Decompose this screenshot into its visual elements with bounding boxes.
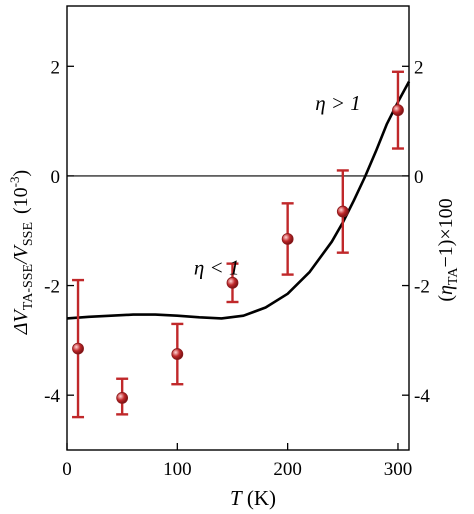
y2-axis-rest: −1)×100	[435, 198, 457, 267]
data-point-6	[391, 70, 404, 150]
data-point-3	[226, 262, 239, 304]
x-tick-label-2: 200	[273, 459, 302, 480]
y2-axis-open: (	[435, 295, 457, 302]
y-axis-v1: V	[10, 307, 32, 322]
annotation-eta-greater: η > 1	[315, 91, 361, 115]
data-point-5	[336, 169, 349, 254]
marker-4	[281, 233, 294, 245]
model-curve-layer	[66, 80, 411, 320]
y2-tick-label-3: 2	[414, 57, 424, 78]
marker-3	[226, 276, 239, 289]
marker-5	[336, 205, 349, 218]
y-axis-delta: Δ	[10, 322, 32, 335]
y-tick-label-0: -4	[44, 386, 60, 407]
x-tick-label-1: 100	[163, 459, 192, 480]
data-point-2	[171, 322, 184, 386]
y-tick-label-1: -2	[44, 277, 60, 298]
y2-tick-label-0: -4	[414, 386, 430, 407]
ticks-layer: 0 100 200 300 -4 -2 0 2 -4 -2 0 2	[44, 57, 430, 480]
y-axis-scale-close: )	[10, 170, 32, 177]
y-axis-slash: /	[10, 256, 32, 265]
y-axis-v2: V	[10, 243, 32, 258]
y-tick-label-3: 2	[51, 57, 61, 78]
data-point-0	[72, 278, 85, 419]
x-tick-label-0: 0	[62, 459, 72, 480]
y2-tick-label-1: -2	[414, 277, 430, 298]
data-point-1	[116, 377, 129, 416]
y-axis-scale-base: (10	[10, 187, 32, 214]
y-axis-title: ΔVTA-SSE/VSSE(10-3)	[7, 170, 36, 335]
marker-2	[171, 348, 184, 360]
y-tick-label-2: 0	[51, 167, 61, 188]
y-axis-sub2: SSE	[21, 222, 36, 246]
data-points-layer	[72, 70, 404, 419]
marker-1	[116, 392, 129, 404]
y-axis-sub1: TA-SSE	[21, 264, 36, 310]
annotation-eta-less: η < 1	[194, 256, 240, 280]
marker-6	[392, 104, 404, 117]
x-axis-unit: (K)	[242, 486, 276, 510]
y2-axis-title: (ηTA−1)×100	[435, 198, 461, 301]
y2-axis-eta: η	[435, 285, 457, 295]
y2-axis-sub: TA	[446, 267, 461, 285]
data-point-4	[281, 202, 294, 276]
x-axis-var: T	[230, 486, 243, 510]
model-curve	[66, 80, 411, 320]
y2-tick-label-2: 0	[414, 167, 424, 188]
x-axis-title: T (K)	[230, 486, 276, 510]
marker-0	[72, 342, 84, 355]
x-tick-label-3: 300	[384, 459, 413, 480]
plot-frame	[66, 5, 410, 451]
y-axis-scale-exp: -3	[7, 176, 22, 187]
